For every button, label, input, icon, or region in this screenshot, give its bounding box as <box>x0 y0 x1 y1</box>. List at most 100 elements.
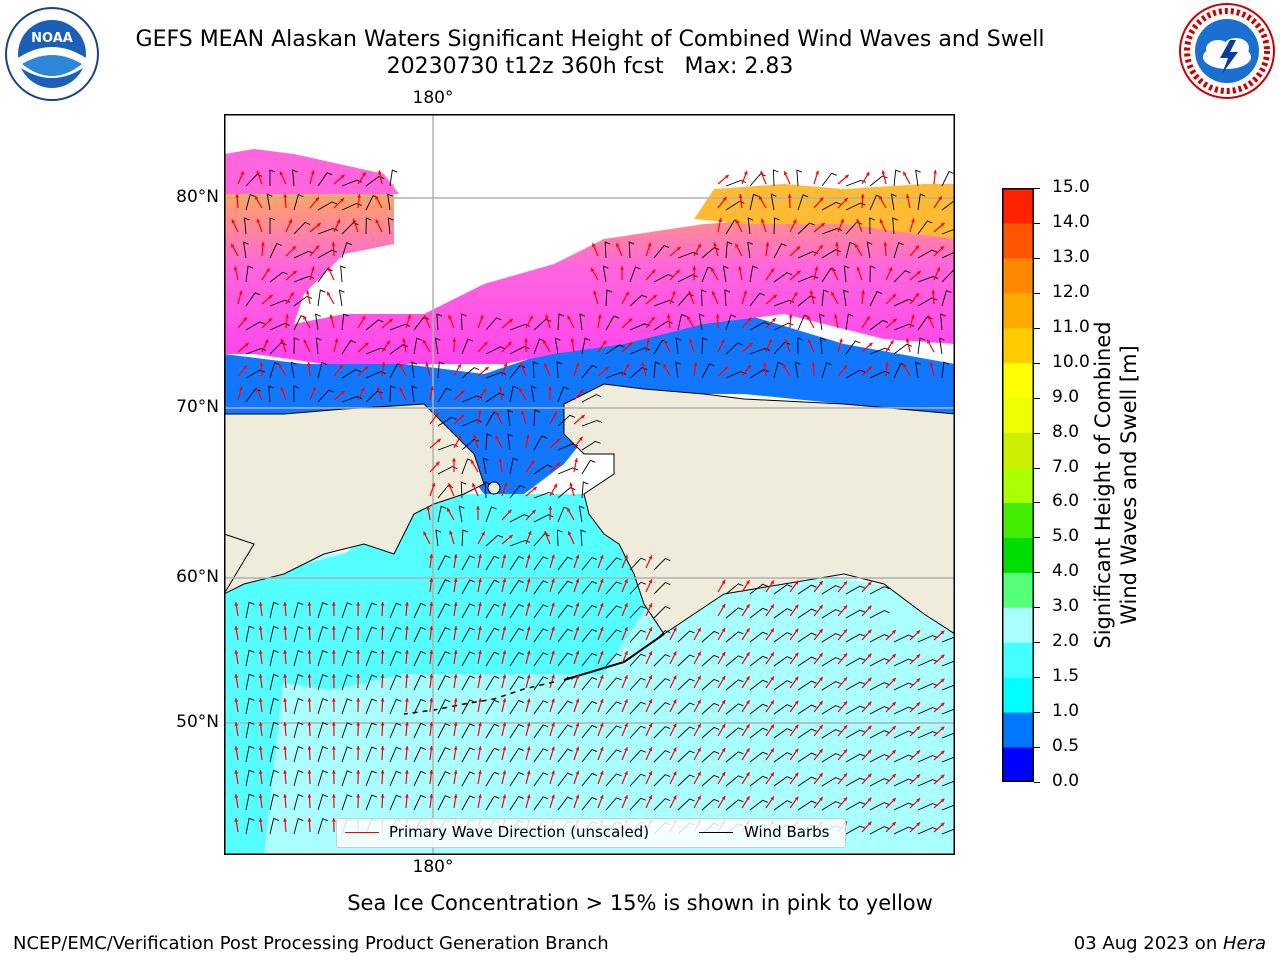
wind-barb <box>941 708 954 715</box>
wave-direction-arrowhead <box>794 676 799 681</box>
wind-barb <box>461 438 480 451</box>
colorbar-cell <box>1002 747 1034 782</box>
wave-direction-arrowhead <box>356 794 361 798</box>
wave-direction-arrowhead <box>234 818 239 822</box>
wind-barb <box>869 265 876 283</box>
wind-barb <box>869 634 890 643</box>
wind-barb <box>893 778 914 787</box>
colorbar-tick-label: 11.0 <box>1052 316 1090 337</box>
wave-direction-arrowhead <box>453 650 458 654</box>
wind-barb <box>269 242 282 259</box>
wave-direction-arrowhead <box>891 797 896 802</box>
wave-direction-arrowhead <box>471 459 475 464</box>
wave-direction-arrowhead <box>891 773 896 778</box>
wave-direction-arrowhead <box>452 458 456 462</box>
wind-barb <box>557 724 573 739</box>
wind-barb <box>843 289 849 307</box>
wind-barb <box>365 371 386 379</box>
wave-direction-arrowhead <box>599 602 604 607</box>
wind-barb <box>725 631 744 643</box>
wave-direction-arrowhead <box>688 338 693 343</box>
wave-direction-arrowhead <box>453 722 458 726</box>
wave-direction-arrowhead <box>266 268 270 273</box>
wind-barb <box>701 337 708 355</box>
wind-barb <box>485 392 505 403</box>
wind-barb <box>605 749 622 763</box>
wave-direction-arrowhead <box>478 698 482 703</box>
wind-barb <box>389 344 409 355</box>
wind-barb <box>869 706 890 715</box>
wave-direction-arrowhead <box>316 223 321 227</box>
wind-barb <box>269 322 290 331</box>
wave-direction-arrowhead <box>770 772 774 777</box>
wave-direction-arrowhead <box>502 602 507 607</box>
colorbar-tick-mark <box>1034 712 1040 714</box>
wave-direction-arrowhead <box>927 339 931 344</box>
wave-direction-arrowhead <box>453 770 458 774</box>
wave-direction-arrowhead <box>866 316 870 321</box>
wind-barb <box>293 745 304 763</box>
wave-direction-arrowhead <box>759 195 763 200</box>
wave-direction-arrowhead <box>478 770 482 775</box>
wave-direction-arrowhead <box>721 675 726 680</box>
wave-direction-arrowhead <box>453 698 458 702</box>
wind-barb <box>485 371 507 379</box>
wind-barb <box>533 652 549 667</box>
wave-direction-arrowhead <box>770 628 774 633</box>
wave-direction-arrowhead <box>331 746 336 750</box>
wind-barb <box>243 241 249 259</box>
colorbar-tick-label: 4.0 <box>1052 561 1080 582</box>
wave-direction-arrowhead <box>268 294 273 299</box>
wave-direction-arrowhead <box>231 219 236 224</box>
wind-barb <box>245 348 267 355</box>
wave-direction-arrowhead <box>940 798 945 803</box>
wave-direction-arrowhead <box>429 674 434 678</box>
wave-direction-arrowhead <box>867 773 872 778</box>
wind-barb <box>628 241 635 259</box>
wind-barb <box>821 657 841 667</box>
wave-direction-arrowhead <box>770 700 774 705</box>
wave-direction-arrowhead <box>843 198 848 202</box>
wind-barb <box>821 801 841 811</box>
colorbar-tick-mark <box>1034 362 1040 364</box>
wind-barb <box>797 728 817 739</box>
wave-direction-arrowhead <box>331 650 336 654</box>
wind-barb <box>581 772 598 787</box>
wave-direction-arrowhead <box>883 242 888 246</box>
wave-direction-arrowhead <box>672 627 677 632</box>
wave-direction-arrowhead <box>843 365 848 370</box>
wave-direction-arrowhead <box>553 411 557 416</box>
wind-barb <box>845 609 866 619</box>
wind-barb <box>893 682 914 691</box>
wave-direction-arrowhead <box>404 722 409 726</box>
wave-direction-arrowhead <box>770 268 774 273</box>
wind-barb <box>629 797 647 811</box>
wave-direction-arrowhead <box>860 194 865 198</box>
wave-direction-arrowhead <box>548 386 552 390</box>
wave-direction-arrowhead <box>364 366 369 371</box>
colorbar-cell <box>1002 397 1034 434</box>
wave-direction-arrowhead <box>720 339 725 344</box>
wave-direction-arrowhead <box>868 342 873 347</box>
wind-barb <box>389 650 402 667</box>
wind-barb <box>821 228 843 235</box>
wind-barb <box>701 750 720 763</box>
wind-barb <box>269 721 279 739</box>
wave-direction-arrowhead <box>307 818 312 822</box>
wave-direction-arrowhead <box>624 699 628 704</box>
wave-direction-arrowhead <box>356 626 361 630</box>
wave-direction-arrowhead <box>434 412 439 417</box>
wave-direction-arrowhead <box>234 650 239 654</box>
wave-direction-arrowhead <box>819 773 823 777</box>
wave-direction-arrowhead <box>429 554 434 558</box>
wind-barb <box>821 609 841 619</box>
wave-direction-arrowhead <box>624 603 628 608</box>
wave-direction-arrowhead <box>888 267 893 272</box>
wave-direction-arrowhead <box>743 170 748 175</box>
wind-barb <box>413 602 426 619</box>
wave-direction-arrowhead <box>625 363 629 368</box>
wave-direction-arrowhead <box>879 219 884 224</box>
colorbar-cell <box>1002 432 1034 469</box>
colorbar <box>1002 188 1034 782</box>
wind-barb <box>821 201 842 211</box>
